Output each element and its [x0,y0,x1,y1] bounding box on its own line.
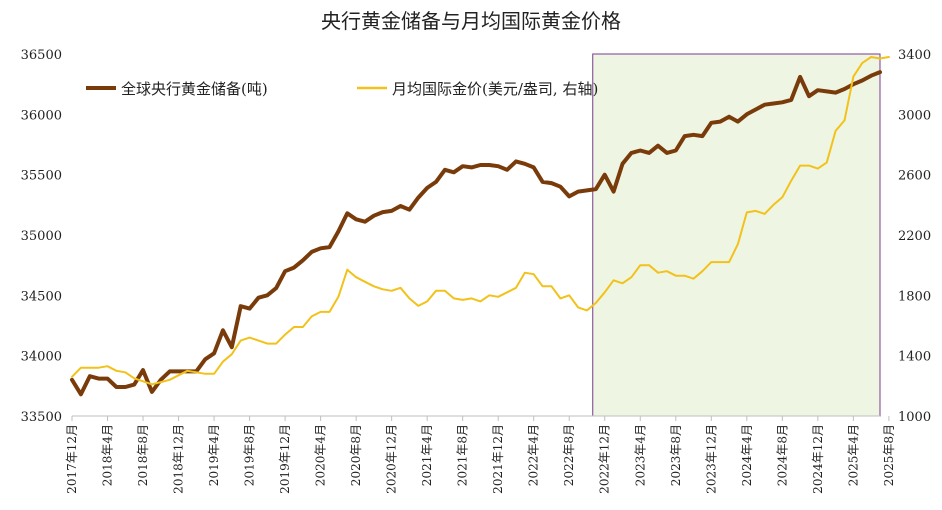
y-left-tick-label: 34500 [21,289,62,304]
x-tick-label: 2019年4月 [207,424,221,486]
x-tick-label: 2017年12月 [65,424,79,494]
x-tick-label: 2024年12月 [811,424,825,494]
x-tick-label: 2018年4月 [101,424,115,486]
x-tick-label: 2022年12月 [598,424,612,494]
legend-label-reserves: 全球央行黄金储备(吨) [121,80,268,98]
x-tick-label: 2022年4月 [527,424,541,486]
highlight-region [592,53,881,417]
x-tick-label: 2021年8月 [456,424,470,486]
y-left-tick-label: 36000 [21,108,62,123]
y-right-tick-label: 2600 [898,169,931,184]
y-right-tick-label: 1400 [898,350,931,365]
y-left-tick-label: 35000 [21,229,62,244]
x-tick-label: 2025年8月 [882,424,896,486]
plot-area: 33500 34000 34500 35000 35500 36000 36500 1000 1… [21,48,931,494]
legend: 全球央行黄金储备(吨) 月均国际金价(美元/盎司, 右轴) [86,80,598,98]
legend-label-price: 月均国际金价(美元/盎司, 右轴) [392,80,598,98]
x-tick-label: 2021年12月 [491,424,505,494]
x-tick-label: 2020年8月 [349,424,363,486]
y-right-tick-label: 2200 [898,229,931,244]
x-tick-label: 2024年4月 [740,424,754,486]
x-tick-label: 2025年4月 [846,424,860,486]
x-tick-label: 2023年8月 [669,424,683,486]
y-right-tick-label: 1000 [898,410,931,425]
x-tick-label: 2019年12月 [278,424,292,494]
x-tick-label: 2018年8月 [136,424,150,486]
y-right-tick-label: 1800 [898,289,931,304]
y-left-tick-label: 34000 [21,350,62,365]
x-tick-label: 2024年8月 [775,424,789,486]
series-line-reserves [70,70,882,397]
chart-title: 央行黄金储备与月均国际黄金价格 [321,9,621,33]
y-right-tick-label: 3000 [898,108,931,123]
x-tick-label: 2022年8月 [562,424,576,486]
y-left-tick-label: 36500 [21,48,62,63]
x-tick-label: 2021年4月 [420,424,434,486]
y-left-tick-label: 35500 [21,169,62,184]
x-tick-label: 2020年4月 [314,424,328,486]
series-line-price [71,56,890,386]
x-tick-label: 2023年12月 [704,424,718,494]
x-tick-label: 2019年8月 [243,424,257,486]
x-tick-label: 2020年12月 [385,424,399,494]
y-left-tick-label: 33500 [21,410,62,425]
x-tick-label: 2023年4月 [633,424,647,486]
y-right-tick-label: 3400 [898,48,931,63]
x-tick-label: 2018年12月 [172,424,186,494]
